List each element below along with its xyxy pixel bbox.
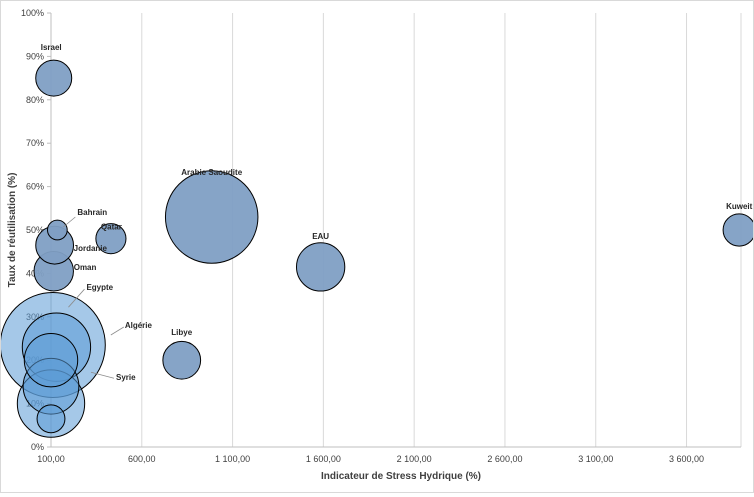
bubbles bbox=[0, 59, 754, 438]
bubble bbox=[35, 59, 73, 97]
leader-line bbox=[68, 288, 85, 308]
x-tick-label: 3 100,00 bbox=[578, 454, 613, 464]
bubble-label: Libye bbox=[171, 328, 192, 337]
bubble bbox=[36, 404, 66, 434]
x-tick-label: 1 100,00 bbox=[215, 454, 250, 464]
x-axis-title: Indicateur de Stress Hydrique (%) bbox=[321, 471, 481, 482]
x-tick-label: 1 600,00 bbox=[306, 454, 341, 464]
leader-line bbox=[110, 326, 125, 336]
x-tick-label: 2 100,00 bbox=[397, 454, 432, 464]
y-tick-label: 0% bbox=[31, 442, 44, 452]
y-tick-label: 60% bbox=[26, 182, 44, 192]
bubble bbox=[95, 223, 127, 255]
y-axis-title: Taux de réutilisation (%) bbox=[7, 173, 18, 288]
bubble-label: Bahrain bbox=[77, 208, 107, 217]
bubble-labels: Israel Bahrain Qatar Jordanie Oman Egypte Algé… bbox=[41, 43, 753, 382]
leader-line bbox=[90, 371, 115, 379]
bubble-label: Syrie bbox=[116, 373, 136, 382]
leader-line bbox=[63, 216, 76, 228]
bubble bbox=[162, 340, 202, 380]
x-tick-label: 3 600,00 bbox=[669, 454, 704, 464]
bubble bbox=[164, 170, 259, 264]
bubble bbox=[23, 333, 79, 388]
x-tick-label: 2 600,00 bbox=[487, 454, 522, 464]
bubble bbox=[722, 213, 754, 247]
bubble bbox=[295, 242, 346, 292]
y-tick-label: 80% bbox=[26, 95, 44, 105]
bubble-label: Arabie Saoudite bbox=[181, 168, 242, 177]
gridlines bbox=[141, 13, 742, 447]
bubble-label: Algérie bbox=[125, 321, 153, 330]
bubble-label: Jordanie bbox=[74, 244, 108, 253]
bubble bbox=[46, 219, 68, 241]
x-tick-label: 100,00 bbox=[37, 454, 65, 464]
bubble-label: Qatar bbox=[101, 223, 122, 232]
y-tick-label: 100% bbox=[21, 8, 44, 18]
axes: 100,00 600,00 1 100,00 1 600,00 2 100,00 2 60… bbox=[21, 8, 741, 464]
x-tick-label: 600,00 bbox=[128, 454, 156, 464]
y-tick-label: 90% bbox=[26, 51, 44, 61]
y-tick-label: 50% bbox=[26, 225, 44, 235]
bubble-label: Kuweit bbox=[726, 202, 753, 211]
bubble-label: Israel bbox=[41, 43, 62, 52]
bubble-label: EAU bbox=[312, 232, 329, 241]
leader-lines bbox=[63, 216, 125, 379]
y-tick-label: 70% bbox=[26, 138, 44, 148]
bubble-label: Egypte bbox=[86, 283, 113, 292]
bubble-label: Oman bbox=[74, 263, 97, 272]
